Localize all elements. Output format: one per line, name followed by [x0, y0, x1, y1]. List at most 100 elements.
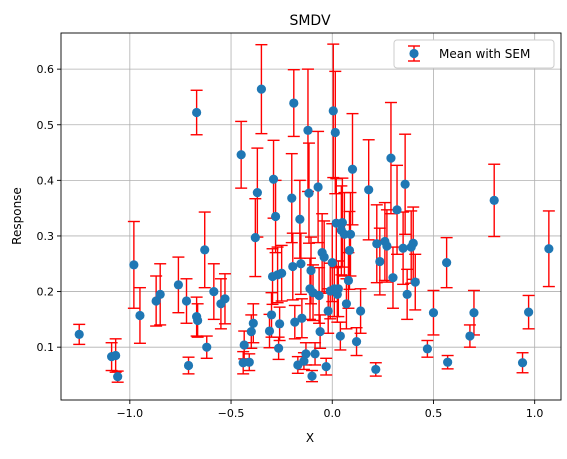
- data-point: [256, 84, 267, 94]
- data-point: [386, 153, 396, 163]
- data-point: [398, 243, 408, 253]
- legend-label: Mean with SEM: [439, 47, 530, 61]
- data-point: [347, 164, 358, 174]
- legend: Mean with SEM: [393, 39, 555, 69]
- data-point: [288, 261, 298, 272]
- tick-layer: −1.0 −0.5 0.0 0.5 1.0 0.1 0.2 0.3 0.4 0.5 0.6: [37, 63, 544, 420]
- data-point: [244, 357, 254, 367]
- data-point: [344, 245, 355, 256]
- data-point: [246, 327, 256, 337]
- data-point: [239, 340, 249, 350]
- data-point: [402, 289, 412, 299]
- data-point: [113, 372, 123, 382]
- data-point: [544, 244, 554, 254]
- data-point: [129, 260, 139, 270]
- data-point: [310, 349, 320, 359]
- data-point: [345, 229, 356, 239]
- data-point: [297, 313, 307, 323]
- data-point: [181, 296, 192, 306]
- data-point: [275, 319, 285, 329]
- x-tick-label: 1.0: [526, 407, 544, 420]
- data-point: [209, 286, 219, 297]
- y-tick-label: 0.4: [37, 174, 55, 187]
- data-point: [355, 306, 366, 316]
- data-point: [193, 315, 203, 326]
- legend-marker-swatch: [409, 48, 419, 59]
- data-point: [469, 308, 479, 318]
- data-point: [400, 179, 410, 189]
- data-point: [270, 211, 281, 222]
- data-point: [290, 317, 300, 327]
- data-point: [343, 275, 354, 286]
- data-point: [388, 273, 398, 283]
- data-point: [289, 98, 299, 108]
- data-point: [321, 362, 331, 372]
- data-point: [299, 356, 309, 366]
- data-point: [328, 106, 338, 116]
- x-axis-label: X: [306, 431, 314, 445]
- data-point: [303, 125, 313, 135]
- data-point: [489, 195, 499, 205]
- data-point: [183, 360, 194, 371]
- data-point: [220, 294, 230, 304]
- data-point: [264, 326, 275, 336]
- data-point: [277, 268, 287, 278]
- y-tick-label: 0.1: [37, 341, 55, 354]
- y-tick-label: 0.6: [37, 63, 55, 76]
- data-point: [200, 245, 210, 255]
- data-point: [155, 289, 165, 299]
- data-point: [274, 343, 284, 353]
- data-point: [335, 331, 345, 341]
- data-point: [442, 258, 452, 268]
- plot-frame: [60, 32, 562, 401]
- data-point: [236, 150, 246, 160]
- data-point: [315, 327, 325, 337]
- data-point: [296, 259, 306, 269]
- data-point: [372, 239, 382, 249]
- data-point: [443, 357, 453, 367]
- data-point: [74, 329, 84, 339]
- data-point: [202, 342, 212, 352]
- y-tick-label: 0.2: [37, 286, 55, 299]
- data-point: [250, 233, 260, 243]
- data-point: [266, 310, 277, 320]
- data-point: [392, 205, 402, 215]
- data-point: [307, 371, 317, 381]
- data-point: [465, 331, 475, 341]
- chart-title: SMDV: [289, 13, 331, 29]
- data-point: [330, 127, 340, 138]
- y-tick-label: 0.5: [37, 119, 55, 132]
- y-axis-label: Response: [10, 187, 24, 245]
- data-point: [323, 306, 333, 316]
- data-point: [327, 258, 337, 268]
- legend-box: [393, 39, 555, 69]
- data-point: [382, 241, 392, 251]
- data-point: [252, 187, 262, 198]
- x-tick-label: 0.0: [324, 407, 342, 420]
- x-tick-label: −1.0: [116, 407, 143, 420]
- data-point: [428, 308, 439, 318]
- data-point: [351, 337, 362, 347]
- data-point: [111, 350, 121, 361]
- data-point: [301, 349, 311, 359]
- data-point: [268, 174, 279, 184]
- data-point: [371, 364, 381, 375]
- y-tick-label: 0.3: [37, 230, 55, 243]
- data-point: [173, 280, 184, 290]
- data-point: [341, 299, 352, 309]
- data-point: [364, 185, 374, 195]
- data-point: [313, 182, 323, 192]
- data-point: [333, 284, 343, 294]
- data-point: [319, 252, 329, 262]
- data-point: [287, 193, 297, 203]
- data-point: [248, 318, 258, 328]
- data-point: [314, 290, 324, 301]
- data-point: [524, 307, 534, 317]
- data-point: [306, 265, 316, 276]
- data-point: [375, 256, 385, 267]
- data-point: [517, 358, 528, 368]
- data-point: [408, 238, 418, 248]
- data-point: [304, 188, 314, 198]
- data-point: [410, 277, 420, 287]
